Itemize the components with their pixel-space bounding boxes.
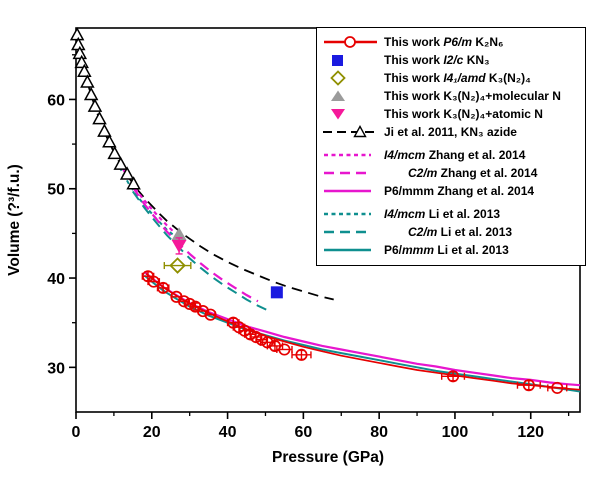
legend-entry-7: C2/m Zhang et al. 2014 [323,164,581,182]
x-tick-label: 120 [517,424,544,441]
x-tick-label: 20 [143,424,161,441]
legend-entry-11: P6/mmm Li et al. 2013 [323,241,581,259]
legend-entry-label: C2/m Zhang et al. 2014 [408,166,538,180]
y-tick-label: 30 [47,360,65,377]
series-thiswork-i41amd-k3n24 [163,257,192,274]
series-ji2011-kn3-markers [69,27,141,190]
legend-entry-label: Ji et al. 2011, KN₃ azide [384,125,517,139]
legend-entry-label: This work P6/m K₂N₆ [384,35,504,49]
y-tick-label: 50 [47,182,65,199]
series-zhang2014-i4mcm [118,162,174,232]
legend-swatch-dash-short [324,212,371,216]
legend-entry-label: I4/mcm Zhang et al. 2014 [384,148,526,162]
series-li2013-c2m [131,190,270,313]
legend-entry-label: P6/mmm Zhang et al. 2014 [384,184,535,198]
legend-entry-9: I4/mcm Li et al. 2013 [323,205,581,223]
legend: This work P6/m K₂N₆ This work I2/c KN₃ Thi… [316,27,586,266]
legend-entry-label: I4/mcm Li et al. 2013 [384,207,501,221]
legend-swatch-diamond-open [330,70,346,86]
y-tick-label: 60 [47,92,65,109]
legend-entry-label: This work I2/c KN₃ [384,53,490,67]
x-tick-label: 0 [72,424,81,441]
x-axis-title: Pressure (GPa) [272,449,384,466]
x-tick-label: 60 [294,424,312,441]
legend-swatch-dash-long [324,230,371,234]
legend-entry-label: P6/mmm Li et al. 2013 [384,243,509,257]
x-tick-label: 100 [442,424,469,441]
legend-swatch-line+circle-open [324,36,377,48]
legend-swatch-line [324,189,371,193]
y-axis-title: Volume (?³/f.u.) [6,164,23,276]
legend-entry-6: I4/mcm Zhang et al. 2014 [323,146,581,164]
legend-entry-3: This work K₃(N₂)₄+molecular N [323,87,581,105]
legend-entry-0: This work P6/m K₂N₆ [323,33,581,51]
series-zhang2014-p6mmm [143,270,581,387]
legend-entry-label: This work I4₁/amd K₃(N₂)₄ [384,71,531,85]
legend-entry-2: This work I4₁/amd K₃(N₂)₄ [323,69,581,87]
series-thiswork-molecular-n [171,227,187,241]
series-li2013-p6mmm [143,274,581,393]
legend-entry-label: This work K₃(N₂)₄+atomic N [384,107,543,121]
legend-entry-label: This work K₃(N₂)₄+molecular N [384,89,561,103]
legend-entry-label: C2/m Li et al. 2013 [408,225,513,239]
x-tick-label: 80 [370,424,388,441]
series-li2013-i4mcm [118,166,174,236]
legend-swatch-square [332,55,343,66]
legend-swatch-dash+triangle-open [323,125,379,138]
series-thiswork-p6m-k2n6 [141,270,568,394]
legend-swatch-line [324,248,371,252]
series-thiswork-atomic-n [171,237,187,255]
legend-entry-5: Ji et al. 2011, KN₃ azide [323,123,581,141]
legend-entry-4: This work K₃(N₂)₄+atomic N [323,105,581,123]
series-thiswork-i2c-kn3 [270,286,283,299]
legend-swatch-triangle-up [331,90,345,101]
plot-layers: 0 20 40 60 80 100 120 30 40 50 60 [47,27,581,441]
series-ji2011-kn3-curve [75,31,334,301]
legend-swatch-dash-long [324,171,371,175]
x-tick-label: 40 [219,424,237,441]
legend-entry-1: This work I2/c KN₃ [323,51,581,69]
series-thiswork-p6m-k2n6-fit [145,272,581,391]
y-tick-label: 40 [47,271,65,288]
legend-swatch-dash-short [324,153,371,157]
legend-entry-8: P6/mmm Zhang et al. 2014 [323,182,581,200]
legend-swatch-triangle-down [331,109,345,120]
legend-entry-10: C2/m Li et al. 2013 [323,223,581,241]
series-zhang2014-c2m [131,186,259,303]
